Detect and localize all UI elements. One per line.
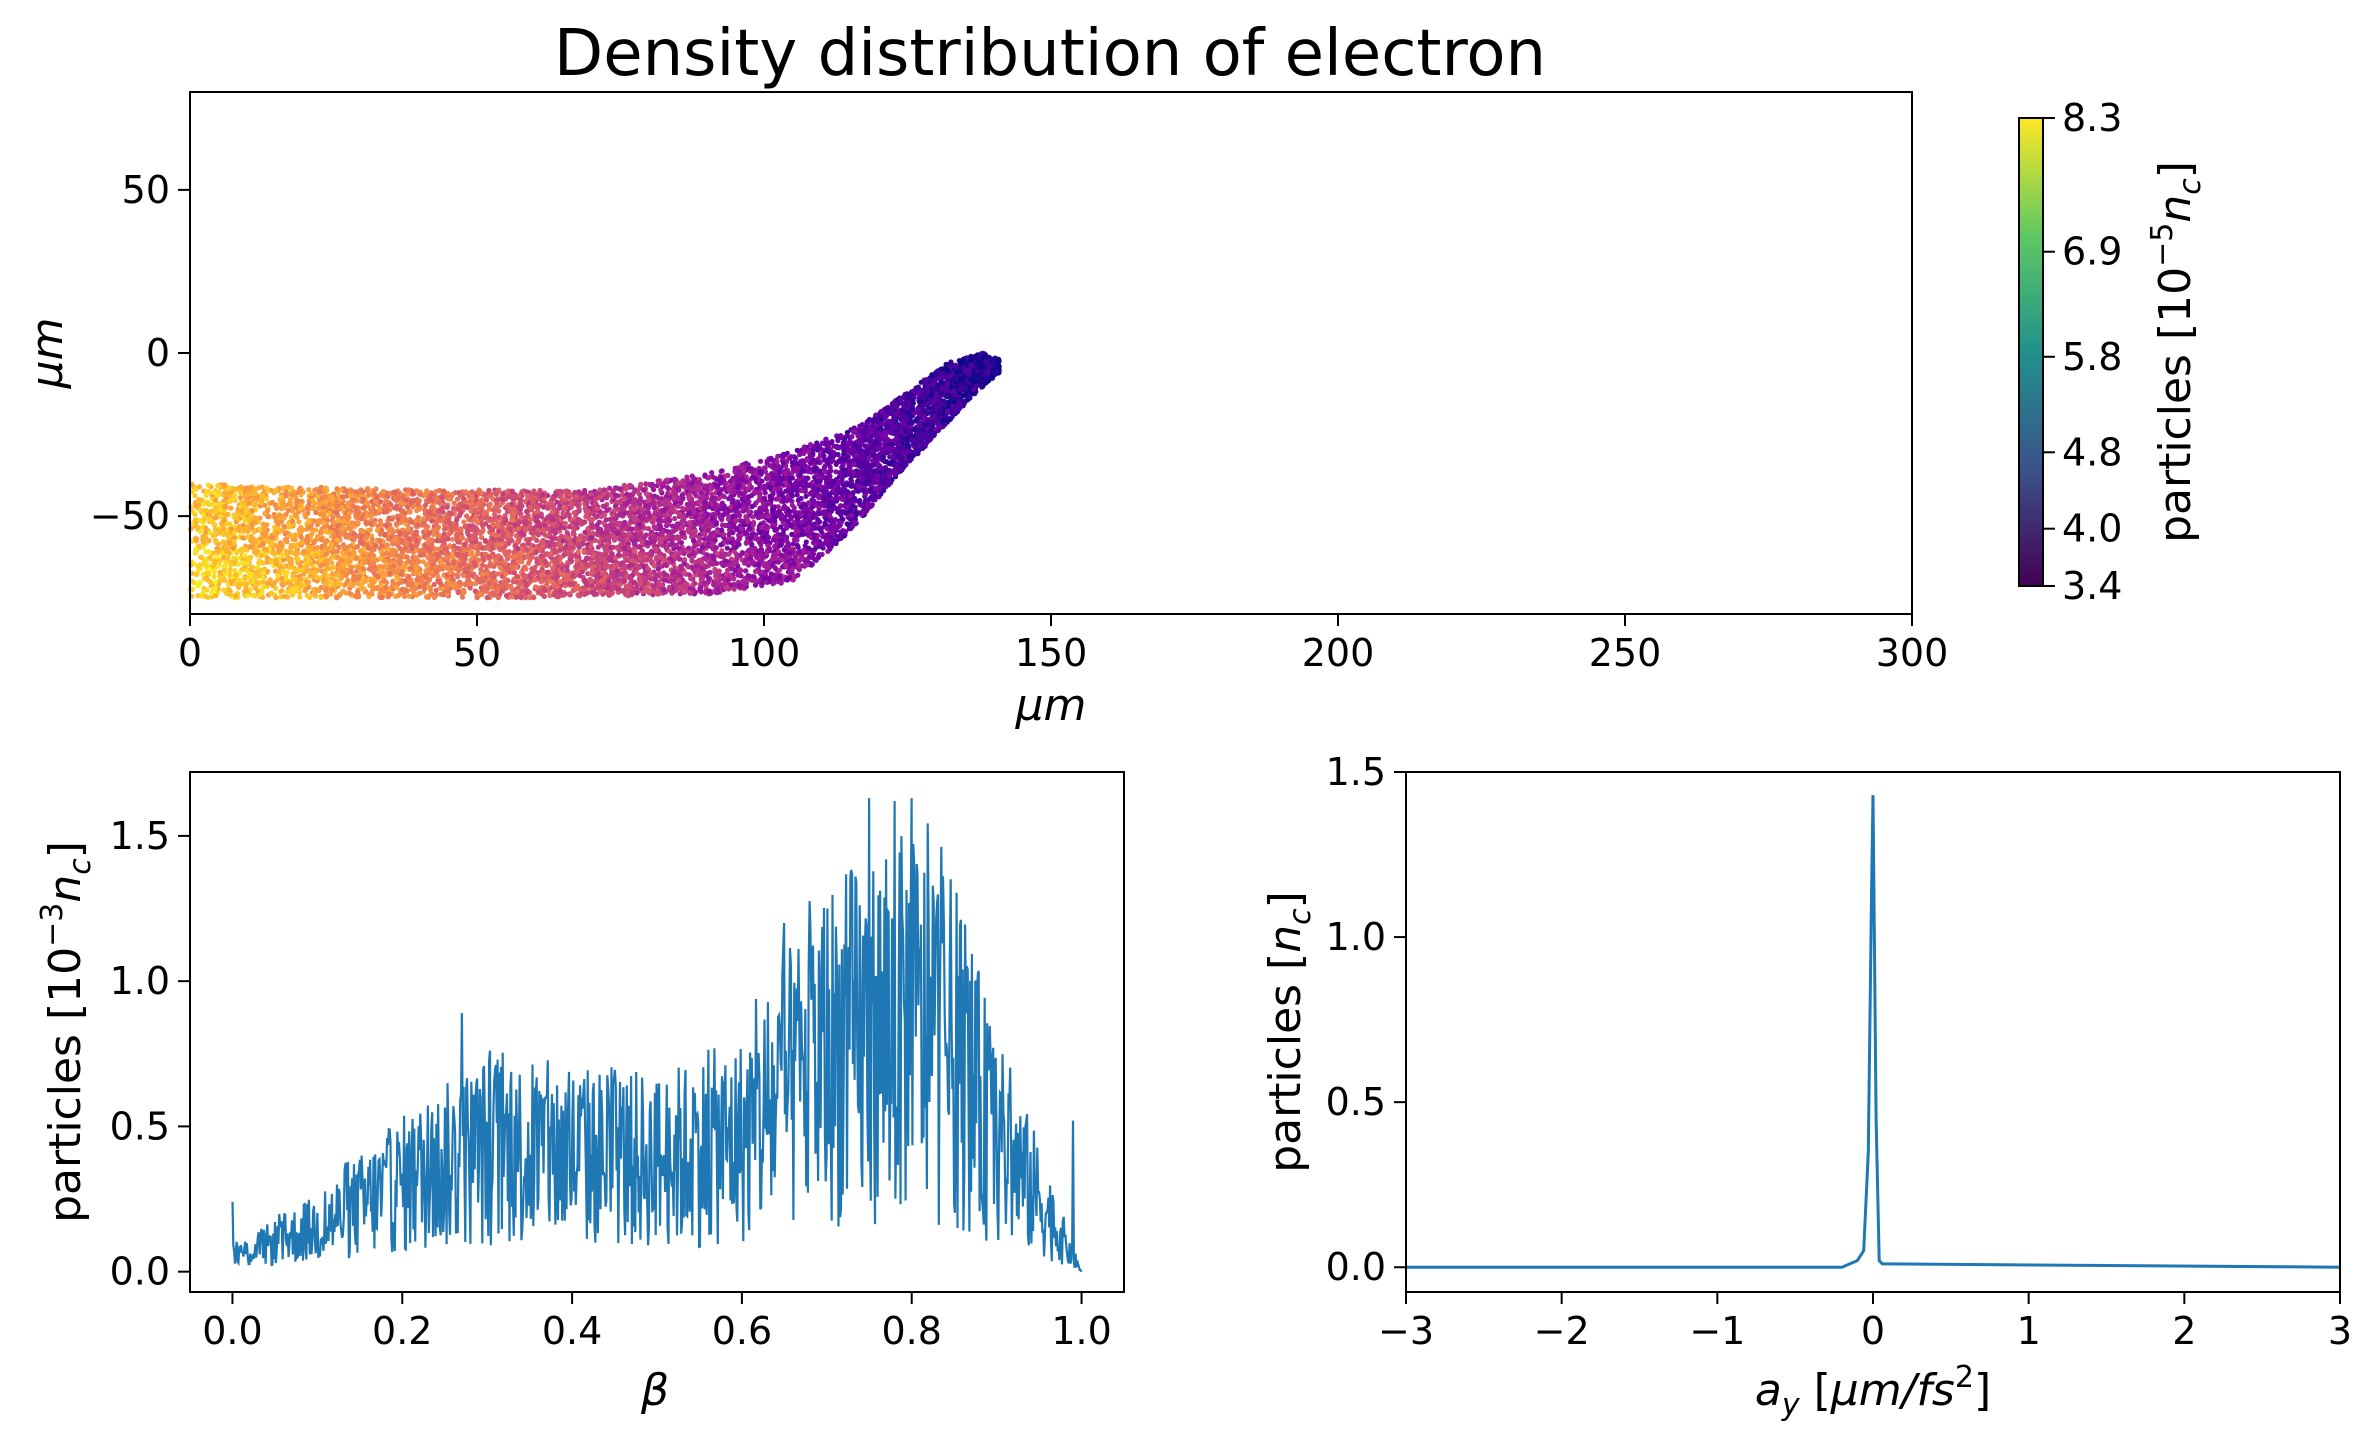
scatter-point xyxy=(496,508,502,514)
scatter-point xyxy=(438,591,444,597)
scatter-point xyxy=(414,592,420,598)
scatter-point xyxy=(719,468,725,474)
scatter-point xyxy=(680,524,686,530)
scatter-point xyxy=(789,514,795,520)
scatter-point xyxy=(265,513,271,520)
scatter-point xyxy=(772,543,778,550)
scatter-point xyxy=(492,511,498,518)
scatter-point xyxy=(410,504,416,510)
scatter-point xyxy=(781,503,788,509)
scatter-point xyxy=(786,497,793,503)
scatter-point xyxy=(196,484,203,490)
scatter-point xyxy=(431,581,437,588)
scatter-point xyxy=(823,436,829,442)
scatter-point xyxy=(625,500,631,506)
scatter-point xyxy=(821,453,827,459)
scatter-point xyxy=(247,586,254,592)
scatter-point xyxy=(195,593,201,599)
scatter-point xyxy=(274,505,280,511)
scatter-point xyxy=(834,479,841,485)
scatter-point xyxy=(728,539,734,545)
scatter-point xyxy=(199,554,205,560)
scatter-point xyxy=(775,504,781,510)
scatter-point xyxy=(322,529,328,535)
scatter-point xyxy=(667,517,673,523)
scatter-point xyxy=(297,594,303,600)
scatter-point xyxy=(303,514,309,520)
scatter-point xyxy=(319,537,325,543)
scatter-point xyxy=(335,581,341,587)
scatter-point xyxy=(518,501,524,507)
scatter-point xyxy=(436,507,442,513)
scatter-point xyxy=(556,505,562,511)
chart-title: Density distribution of electron xyxy=(554,17,1546,91)
scatter-point xyxy=(550,565,556,571)
scatter-point xyxy=(758,458,764,464)
scatter-point xyxy=(361,566,367,572)
scatter-point xyxy=(264,508,270,514)
scatter-point xyxy=(600,503,606,509)
scatter-point xyxy=(317,529,324,535)
scatter-point xyxy=(814,459,820,465)
scatter-point xyxy=(758,514,764,520)
scatter-point xyxy=(275,577,281,583)
scatter-point xyxy=(461,519,467,525)
scatter-point xyxy=(223,559,229,566)
scatter-point xyxy=(525,540,531,547)
scatter-point xyxy=(445,554,451,560)
scatter-point xyxy=(664,523,670,529)
scatter-point xyxy=(458,581,464,587)
scatter-point xyxy=(541,593,548,600)
scatter-panel: 0 50 100 150 200 250 300 500−50 μm μm xyxy=(22,91,1948,731)
scatter-point xyxy=(329,560,335,566)
scatter-point xyxy=(220,587,227,593)
scatter-points xyxy=(187,350,1002,601)
scatter-point xyxy=(251,529,257,535)
scatter-point xyxy=(284,539,290,545)
scatter-point xyxy=(789,491,795,497)
scatter-point xyxy=(192,493,198,499)
scatter-point xyxy=(269,499,275,505)
scatter-point xyxy=(397,545,403,551)
scatter-point xyxy=(298,534,304,540)
scatter-point xyxy=(596,519,602,525)
scatter-point xyxy=(285,555,291,561)
scatter-point xyxy=(201,511,207,517)
scatter-point xyxy=(464,513,470,519)
scatter-point xyxy=(227,567,233,573)
scatter-point xyxy=(835,437,841,444)
scatter-point xyxy=(459,594,466,600)
